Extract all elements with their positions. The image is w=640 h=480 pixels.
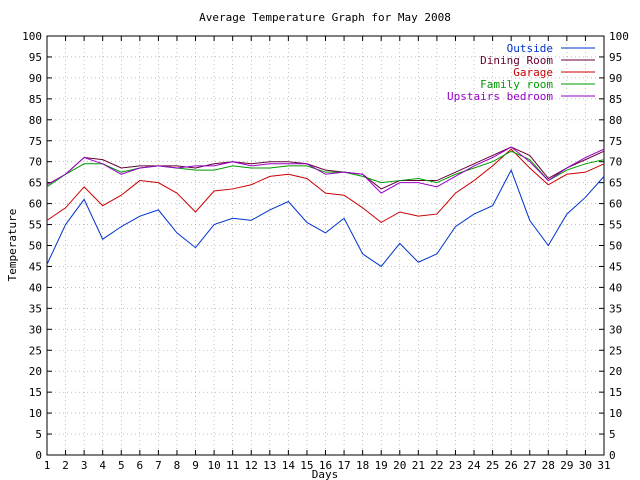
x-tick-label: 10 <box>207 459 220 472</box>
y-tick-label-right: 100 <box>609 30 629 43</box>
x-tick-label: 1 <box>44 459 51 472</box>
y-tick-label: 0 <box>35 449 42 462</box>
x-tick-label: 28 <box>542 459 555 472</box>
y-tick-label-right: 35 <box>609 302 622 315</box>
y-axis-label: Temperature <box>6 209 19 282</box>
x-tick-label: 9 <box>192 459 199 472</box>
y-tick-label: 80 <box>29 114 42 127</box>
legend-label: Family room <box>480 78 553 91</box>
series-line-garage <box>46 148 605 224</box>
series-line-dining-room <box>46 146 605 190</box>
x-tick-label: 11 <box>226 459 239 472</box>
y-tick-label-right: 10 <box>609 407 622 420</box>
y-tick-label: 70 <box>29 156 42 169</box>
y-tick-label: 10 <box>29 407 42 420</box>
y-tick-label: 55 <box>29 219 42 232</box>
x-tick-label: 17 <box>337 459 350 472</box>
y-tick-label-right: 0 <box>609 449 616 462</box>
y-tick-label: 20 <box>29 365 42 378</box>
y-tick-label: 85 <box>29 93 42 106</box>
legend-label: Outside <box>507 42 553 55</box>
x-tick-label: 3 <box>81 459 88 472</box>
y-tick-label-right: 90 <box>609 72 622 85</box>
x-tick-label: 8 <box>174 459 181 472</box>
y-tick-label: 35 <box>29 302 42 315</box>
y-tick-label-right: 5 <box>609 428 616 441</box>
x-tick-label: 7 <box>155 459 162 472</box>
series-layer <box>46 146 605 268</box>
y-tick-label-right: 20 <box>609 365 622 378</box>
y-tick-label: 65 <box>29 177 42 190</box>
x-tick-label: 19 <box>375 459 388 472</box>
x-tick-label: 6 <box>137 459 144 472</box>
x-tick-label: 18 <box>356 459 369 472</box>
y-tick-label-right: 95 <box>609 51 622 64</box>
x-tick-label: 25 <box>486 459 499 472</box>
y-tick-label-right: 30 <box>609 323 622 336</box>
x-tick-label: 24 <box>467 459 481 472</box>
y-tick-label-right: 70 <box>609 156 622 169</box>
x-tick-label: 29 <box>560 459 573 472</box>
y-tick-label: 90 <box>29 72 42 85</box>
y-tick-label-right: 75 <box>609 135 622 148</box>
y-tick-label-right: 65 <box>609 177 622 190</box>
x-tick-label: 14 <box>282 459 296 472</box>
grid-layer <box>47 36 604 455</box>
x-tick-label: 21 <box>412 459 425 472</box>
x-tick-label: 23 <box>449 459 462 472</box>
y-tick-label-right: 25 <box>609 344 622 357</box>
y-tick-label: 5 <box>35 428 42 441</box>
legend-label: Upstairs bedroom <box>447 90 553 103</box>
x-tick-label: 2 <box>62 459 69 472</box>
y-tick-label-right: 45 <box>609 260 622 273</box>
y-tick-label: 60 <box>29 198 42 211</box>
y-tick-label-right: 60 <box>609 198 622 211</box>
x-tick-label: 22 <box>430 459 443 472</box>
x-tick-label: 12 <box>245 459 258 472</box>
x-tick-label: 26 <box>505 459 518 472</box>
x-tick-label: 20 <box>393 459 406 472</box>
y-tick-label-right: 80 <box>609 114 622 127</box>
y-tick-label: 25 <box>29 344 42 357</box>
series-line-outside <box>46 168 605 268</box>
legend-label: Dining Room <box>480 54 553 67</box>
y-tick-label: 100 <box>22 30 42 43</box>
y-tick-label-right: 40 <box>609 281 622 294</box>
y-tick-label: 15 <box>29 386 42 399</box>
y-tick-label-right: 50 <box>609 240 622 253</box>
y-tick-label-right: 55 <box>609 219 622 232</box>
x-tick-label: 15 <box>300 459 313 472</box>
y-tick-label: 75 <box>29 135 42 148</box>
x-tick-label: 4 <box>99 459 106 472</box>
x-tick-label: 5 <box>118 459 125 472</box>
x-tick-label: 27 <box>523 459 536 472</box>
legend-label: Garage <box>513 66 553 79</box>
y-tick-label: 30 <box>29 323 42 336</box>
y-tick-label: 40 <box>29 281 42 294</box>
x-tick-label: 16 <box>319 459 332 472</box>
x-tick-label: 31 <box>597 459 610 472</box>
y-tick-label: 50 <box>29 240 42 253</box>
y-tick-label: 45 <box>29 260 42 273</box>
x-axis-label: Days <box>312 468 339 480</box>
x-tick-label: 30 <box>579 459 592 472</box>
y-tick-label-right: 85 <box>609 93 622 106</box>
y-tick-label-right: 15 <box>609 386 622 399</box>
x-tick-label: 13 <box>263 459 276 472</box>
y-tick-label: 95 <box>29 51 42 64</box>
series-line-upstairs-bedroom <box>46 146 605 194</box>
chart-title: Average Temperature Graph for May 2008 <box>199 11 451 24</box>
